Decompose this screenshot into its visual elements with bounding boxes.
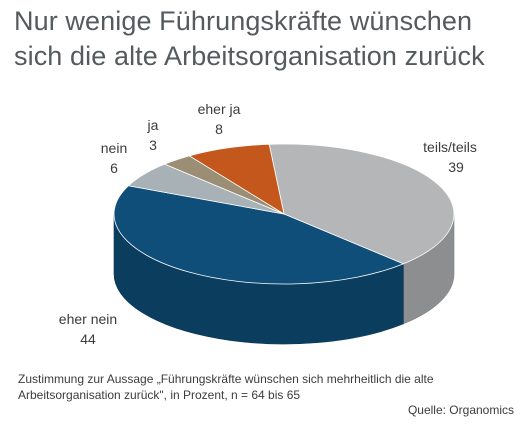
- slice-value-eher-nein: 44: [80, 331, 96, 347]
- slice-label-eher-ja: eher ja: [198, 101, 241, 117]
- pie-tops: [113, 143, 455, 285]
- slice-label-ja: ja: [147, 117, 159, 133]
- chart-title: Nur wenige Führungskräfte wünschen sich …: [14, 6, 485, 71]
- pie-slice-teils-teils: [268, 143, 455, 265]
- pie-slice-eher-ja: [188, 143, 285, 215]
- slice-label-eher-nein: eher nein: [59, 311, 117, 327]
- slice-value-ja: 3: [149, 137, 157, 153]
- slice-label-nein: nein: [101, 140, 127, 156]
- pie-labels: teils/teils 39 eher nein 44 nein 6 ja 3 eher ja 8: [59, 101, 477, 347]
- slice-value-eher-ja: 8: [215, 121, 223, 137]
- slice-label-teils-teils: teils/teils: [423, 139, 477, 155]
- pie-slice-eher-nein: [113, 185, 405, 285]
- chart-source: Quelle: Organomics: [407, 403, 514, 417]
- slice-value-nein: 6: [110, 160, 118, 176]
- slice-value-teils-teils: 39: [448, 159, 464, 175]
- chart-footnote: Zustimmung zur Aussage „Führungskräfte w…: [18, 372, 434, 402]
